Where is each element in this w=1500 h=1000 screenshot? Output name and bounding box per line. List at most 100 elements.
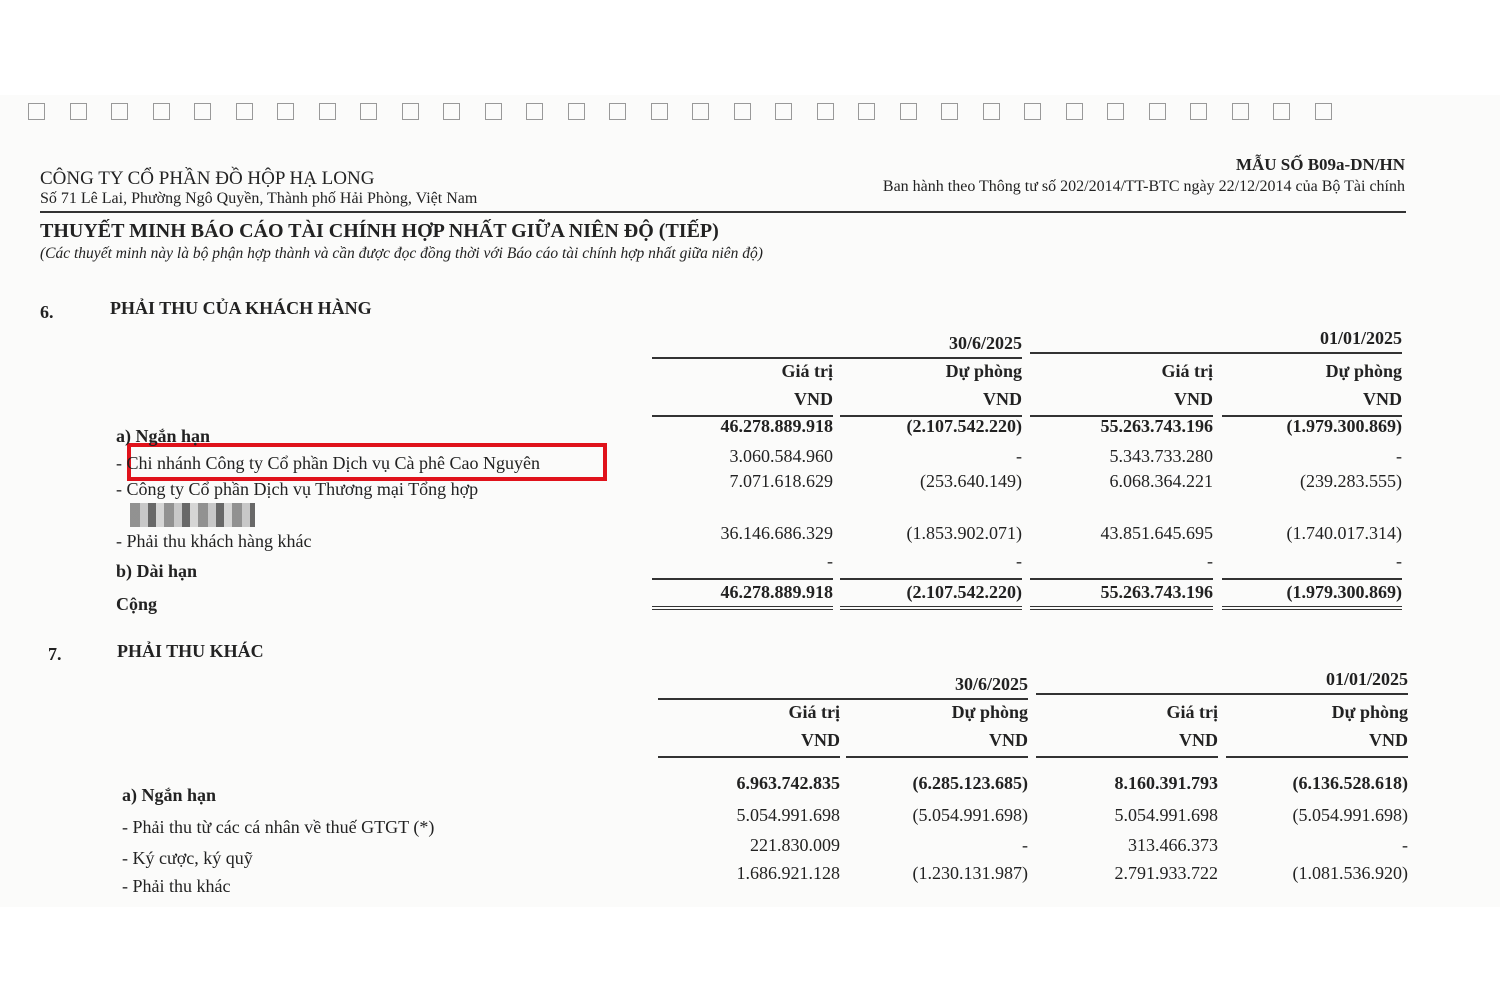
cell-provision: -	[1396, 551, 1402, 571]
column-rule	[840, 415, 1022, 417]
perforation-hole	[443, 103, 460, 120]
column-rule	[1030, 415, 1213, 417]
cell-provision: (253.640.149)	[920, 471, 1022, 491]
column-date-1: 30/6/2025	[948, 333, 1022, 353]
cell-provision: (5.054.991.698)	[912, 805, 1029, 825]
cell-provision: -	[1016, 446, 1022, 466]
cell-provision: (1.230.131.987)	[912, 863, 1029, 883]
cell-provision: (1.979.300.869)	[1286, 582, 1403, 602]
perforation-row	[28, 103, 1332, 120]
total-rule-top	[652, 578, 833, 580]
perforation-hole	[609, 103, 626, 120]
column-header-provision: Dự phòng	[1331, 702, 1408, 722]
cell-value: 2.791.933.722	[1114, 863, 1219, 883]
cell-value: 36.146.686.329	[720, 523, 834, 543]
column-rule	[1226, 756, 1408, 758]
column-unit: VND	[801, 730, 840, 750]
company-name: CÔNG TY CỔ PHẦN ĐỒ HỘP HẠ LONG	[40, 168, 375, 189]
cell-value: 5.054.991.698	[736, 805, 841, 825]
column-unit: VND	[1174, 389, 1213, 409]
column-unit: VND	[1363, 389, 1402, 409]
perforation-hole	[28, 103, 45, 120]
column-unit: VND	[989, 730, 1028, 750]
perforation-hole	[1273, 103, 1290, 120]
cell-value: 55.263.743.196	[1100, 416, 1214, 436]
cell-provision: (2.107.542.220)	[906, 416, 1023, 436]
perforation-hole	[733, 103, 751, 120]
perforation-hole	[1190, 103, 1207, 120]
perforation-hole	[152, 103, 170, 120]
cell-value: 5.343.733.280	[1109, 446, 1214, 466]
issued-by: Ban hành theo Thông tư số 202/2014/TT-BT…	[882, 178, 1405, 195]
total-rule-double	[840, 606, 1022, 610]
cell-value: -	[1207, 551, 1213, 571]
column-date-2: 01/01/2025	[1319, 328, 1402, 348]
column-unit: VND	[1179, 730, 1218, 750]
perforation-hole	[277, 103, 294, 120]
cell-provision: -	[1402, 835, 1408, 855]
row-label: - Công ty Cổ phần Dịch vụ Thương mại Tổn…	[116, 479, 479, 499]
column-rule	[1036, 756, 1218, 758]
row-label: - Phải thu khách hàng khác	[116, 531, 312, 551]
perforation-hole	[484, 103, 502, 120]
perforation-hole	[1314, 103, 1332, 120]
cell-value: 6.068.364.221	[1109, 471, 1214, 491]
form-code: MẪU SỐ B09a-DN/HN	[1235, 155, 1405, 174]
perforation-hole	[650, 103, 668, 120]
cell-provision: (1.740.017.314)	[1286, 523, 1403, 543]
total-rule-top	[1030, 578, 1213, 580]
column-rule	[652, 415, 833, 417]
cell-provision: (239.283.555)	[1300, 471, 1402, 491]
perforation-hole	[941, 103, 958, 120]
cell-value: 6.963.742.835	[736, 773, 841, 793]
cell-provision: (1.081.536.920)	[1292, 863, 1409, 883]
perforation-hole	[567, 103, 585, 120]
section-6-number: 6.	[40, 302, 54, 322]
cell-provision: -	[1016, 551, 1022, 571]
header-divider	[40, 211, 1406, 213]
cell-provision: (2.107.542.220)	[906, 582, 1023, 602]
row-label: - Phải thu khác	[122, 876, 231, 896]
document-subtitle: (Các thuyết minh này là bộ phận hợp thàn…	[40, 245, 763, 262]
cell-value: 55.263.743.196	[1100, 582, 1214, 602]
cell-provision: (5.054.991.698)	[1292, 805, 1409, 825]
perforation-hole	[69, 103, 87, 120]
perforation-hole	[111, 103, 128, 120]
column-unit: VND	[983, 389, 1022, 409]
cell-provision: -	[1396, 446, 1402, 466]
section-7-title: PHẢI THU KHÁC	[117, 641, 264, 661]
cell-value: 8.160.391.793	[1114, 773, 1219, 793]
total-rule-top	[1222, 578, 1402, 580]
cell-value: 7.071.618.629	[729, 471, 834, 491]
row-label: Cộng	[116, 594, 158, 614]
perforation-hole	[692, 103, 709, 120]
document-title: THUYẾT MINH BÁO CÁO TÀI CHÍNH HỢP NHẤT G…	[40, 220, 719, 242]
total-rule-top	[840, 578, 1022, 580]
perforation-hole	[982, 103, 1000, 120]
cell-value: 313.466.373	[1128, 835, 1218, 855]
cell-value: 3.060.584.960	[729, 446, 834, 466]
perforation-hole	[1107, 103, 1124, 120]
header-rule	[658, 698, 1028, 700]
row-label: a) Ngắn hạn	[122, 785, 217, 805]
row-label: - Chi nhánh Công ty Cổ phần Dịch vụ Cà p…	[116, 453, 540, 473]
total-rule-double	[652, 606, 833, 610]
total-rule-double	[1030, 606, 1213, 610]
column-header-value: Giá trị	[1166, 702, 1219, 722]
column-header-provision: Dự phòng	[951, 702, 1028, 722]
perforation-hole	[775, 103, 792, 120]
cell-provision: (6.285.123.685)	[912, 773, 1029, 793]
column-unit: VND	[1369, 730, 1408, 750]
cell-provision: (6.136.528.618)	[1292, 773, 1409, 793]
row-label: b) Dài hạn	[116, 561, 198, 581]
column-rule	[846, 756, 1028, 758]
row-label: - Phải thu từ các cá nhân về thuế GTGT (…	[122, 817, 435, 837]
perforation-hole	[1231, 103, 1249, 120]
scanned-document	[0, 95, 1500, 907]
perforation-hole	[401, 103, 419, 120]
column-rule	[658, 756, 840, 758]
perforation-hole	[526, 103, 543, 120]
column-header-value: Giá trị	[1161, 361, 1214, 381]
cell-value: 1.686.921.128	[736, 863, 841, 883]
column-header-provision: Dự phòng	[945, 361, 1022, 381]
